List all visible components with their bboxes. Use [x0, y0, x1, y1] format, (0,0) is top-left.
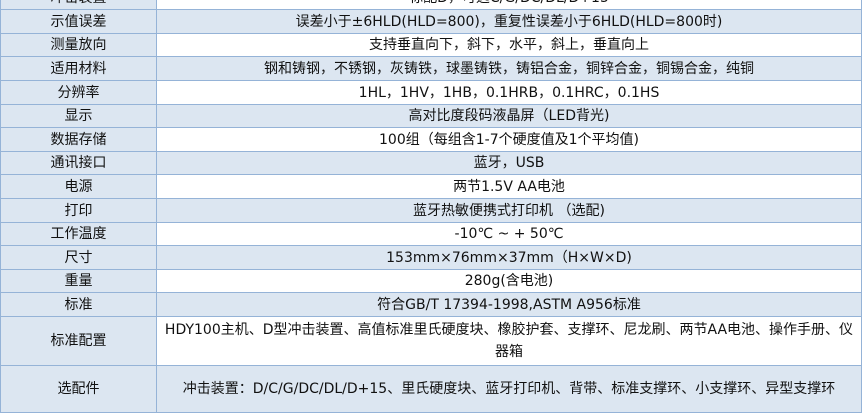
row-label: 显示: [0, 104, 157, 128]
row-value: 误差小于±6HLD(HLD=800)，重复性误差小于6HLD(HLD=800时): [156, 9, 862, 34]
table-row: 冲击装置标配D，可选C/G/DC/DL/D+15: [0, 0, 862, 10]
row-label: 分辨率: [0, 80, 157, 105]
row-value: 钢和铸钢，不锈钢，灰铸铁，球墨铸铁，铸铝合金，铜锌合金，铜锡合金，纯铜: [156, 56, 862, 81]
row-value: 100组（每组含1-7个硬度值及1个平均值): [156, 127, 862, 152]
row-label: 通讯接口: [0, 151, 157, 175]
row-label: 选配件: [0, 365, 157, 413]
table-row: 工作温度 -10℃ ~ + 50℃: [0, 222, 862, 246]
row-value: HDY100主机、D型冲击装置、高值标准里氏硬度块、橡胶护套、支撑环、尼龙刷、两…: [156, 316, 862, 366]
row-value: 蓝牙，USB: [156, 151, 862, 175]
row-label: 示值误差: [0, 9, 157, 34]
row-label: 标准配置: [0, 316, 157, 366]
row-label: 适用材料: [0, 56, 157, 81]
row-label: 工作温度: [0, 222, 157, 246]
row-value: -10℃ ~ + 50℃: [156, 222, 862, 246]
table-row: 打印 蓝牙热敏便携式打印机 （选配): [0, 198, 862, 223]
row-value: 高对比度段码液晶屏（LED背光): [156, 104, 862, 128]
row-value: 两节1.5V AA电池: [156, 174, 862, 199]
row-value: 支持垂直向下，斜下，水平，斜上，垂直向上: [156, 33, 862, 57]
row-label: 打印: [0, 198, 157, 223]
row-value: 符合GB/T 17394-1998,ASTM A956标准: [156, 292, 862, 317]
row-value: 蓝牙热敏便携式打印机 （选配): [156, 198, 862, 223]
row-value: 280g(含电池): [156, 269, 862, 293]
table-row: 测量放向 支持垂直向下，斜下，水平，斜上，垂直向上: [0, 33, 862, 57]
table-row: 示值误差 误差小于±6HLD(HLD=800)，重复性误差小于6HLD(HLD=8…: [0, 9, 862, 34]
table-row: 适用材料 钢和铸钢，不锈钢，灰铸铁，球墨铸铁，铸铝合金，铜锌合金，铜锡合金，纯铜: [0, 56, 862, 81]
row-value: 1HL，1HV，1HB，0.1HRB，0.1HRC，0.1HS: [156, 80, 862, 105]
table-row: 选配件 冲击装置：D/C/G/DC/DL/D+15、里氏硬度块、蓝牙打印机、背带、…: [0, 365, 862, 413]
row-value: 153mm×76mm×37mm（H×W×D): [156, 245, 862, 270]
row-label: 数据存储: [0, 127, 157, 152]
table-row: 分辨率 1HL，1HV，1HB，0.1HRB，0.1HRC，0.1HS: [0, 80, 862, 105]
table-row: 显示 高对比度段码液晶屏（LED背光): [0, 104, 862, 128]
table-row: 标准配置 HDY100主机、D型冲击装置、高值标准里氏硬度块、橡胶护套、支撑环、尼…: [0, 316, 862, 366]
row-label: 尺寸: [0, 245, 157, 270]
table-row: 电源 两节1.5V AA电池: [0, 174, 862, 199]
table-row: 标准 符合GB/T 17394-1998,ASTM A956标准: [0, 292, 862, 317]
table-row: 重量 280g(含电池): [0, 269, 862, 293]
row-label: 重量: [0, 269, 157, 293]
table-row: 数据存储 100组（每组含1-7个硬度值及1个平均值): [0, 127, 862, 152]
table-row: 尺寸 153mm×76mm×37mm（H×W×D): [0, 245, 862, 270]
row-label: 电源: [0, 174, 157, 199]
row-value: 冲击装置：D/C/G/DC/DL/D+15、里氏硬度块、蓝牙打印机、背带、标准支…: [156, 365, 862, 413]
table-row: 通讯接口 蓝牙，USB: [0, 151, 862, 175]
row-label: 标准: [0, 292, 157, 317]
row-label: 测量放向: [0, 33, 157, 57]
